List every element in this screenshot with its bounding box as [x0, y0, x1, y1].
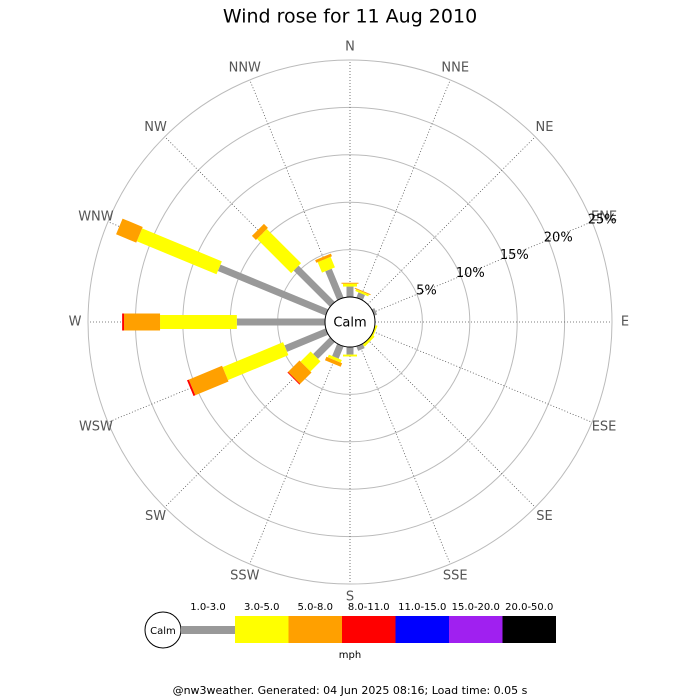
spoke [359, 344, 451, 565]
bar-segment [356, 292, 365, 301]
bar-segment [313, 337, 335, 359]
bar-segment [325, 268, 344, 301]
bar-segment [251, 223, 268, 240]
direction-label: ESE [592, 420, 617, 435]
bar-segment [300, 351, 321, 372]
legend: Calm mph 1.0-3.0 3.0-5.0 5.0-8.0 8.0-11.0 11… [144, 602, 556, 661]
legend-swatch [288, 616, 342, 643]
direction-label: WNW [78, 209, 114, 224]
bars [116, 218, 378, 397]
bar-segment [315, 253, 332, 263]
spoke [359, 79, 451, 300]
legend-label: 11.0-15.0 [398, 602, 446, 613]
direction-label: S [346, 590, 354, 605]
bar-segment [284, 328, 329, 352]
bar-segment [217, 264, 329, 316]
spoke [367, 339, 536, 508]
direction-label: NE [535, 120, 553, 135]
labels: N NNE NE ENE E ESE SE SSE S SSW SW WSW W WNW NW NNW 5% 10… [69, 40, 630, 605]
grid-ring [87, 59, 613, 585]
spoke [367, 136, 536, 305]
r-tick-label: 20% [544, 230, 573, 245]
direction-label: SW [145, 509, 166, 524]
bar-segment [356, 343, 365, 351]
bar-segment [332, 343, 344, 359]
calm-label: Calm [333, 316, 366, 331]
legend-label: 15.0-20.0 [452, 602, 500, 613]
bar-segment [256, 228, 302, 274]
legend-swatch [395, 616, 449, 643]
direction-label: N [345, 40, 355, 55]
footer: @nw3weather. Generated: 04 Jun 2025 08:1… [173, 684, 528, 697]
legend-swatch [502, 616, 556, 643]
chart-title: Wind rose for 11 Aug 2010 [223, 6, 477, 28]
legend-swatch [181, 626, 235, 634]
r-tick-label: 25% [588, 213, 617, 228]
bar-segment [287, 371, 301, 385]
calm-circle [324, 296, 376, 348]
legend-swatch [342, 616, 396, 643]
direction-label: E [621, 315, 629, 330]
legend-swatch [235, 616, 289, 643]
direction-label: SSE [443, 569, 468, 584]
legend-calm-label: Calm [150, 626, 176, 637]
legend-label: 3.0-5.0 [244, 602, 279, 613]
legend-label: 1.0-3.0 [190, 602, 225, 613]
bar-segment [188, 365, 229, 396]
direction-label: W [69, 315, 82, 330]
bar-segment [324, 356, 343, 367]
r-tick-label: 15% [500, 248, 529, 263]
spoke [249, 344, 341, 565]
unit-label: mph [339, 650, 361, 661]
direction-label: SE [536, 509, 552, 524]
direction-label: NNW [229, 60, 261, 75]
direction-label: NNE [441, 60, 469, 75]
bar-segment [116, 218, 143, 243]
r-tick-label: 5% [416, 284, 437, 299]
bar-segment [327, 354, 342, 363]
legend-label: 8.0-11.0 [348, 602, 390, 613]
spoke [372, 331, 593, 423]
legend-label: 20.0-50.0 [505, 602, 553, 613]
direction-label: WSW [79, 420, 113, 435]
bar-segment [355, 289, 369, 297]
r-tick-label: 10% [456, 266, 485, 281]
bar-segment [288, 360, 312, 384]
spoke [372, 221, 593, 313]
bar-segment [136, 228, 222, 275]
bar-segment [222, 342, 289, 381]
direction-label: SSW [230, 569, 260, 584]
bar-segment [187, 379, 196, 397]
bar-segment [317, 256, 335, 273]
direction-label: NW [144, 120, 167, 135]
bar-segment [293, 265, 335, 307]
legend-label: 5.0-8.0 [298, 602, 333, 613]
legend-swatch [449, 616, 503, 643]
direction-label: ENE [591, 209, 617, 224]
